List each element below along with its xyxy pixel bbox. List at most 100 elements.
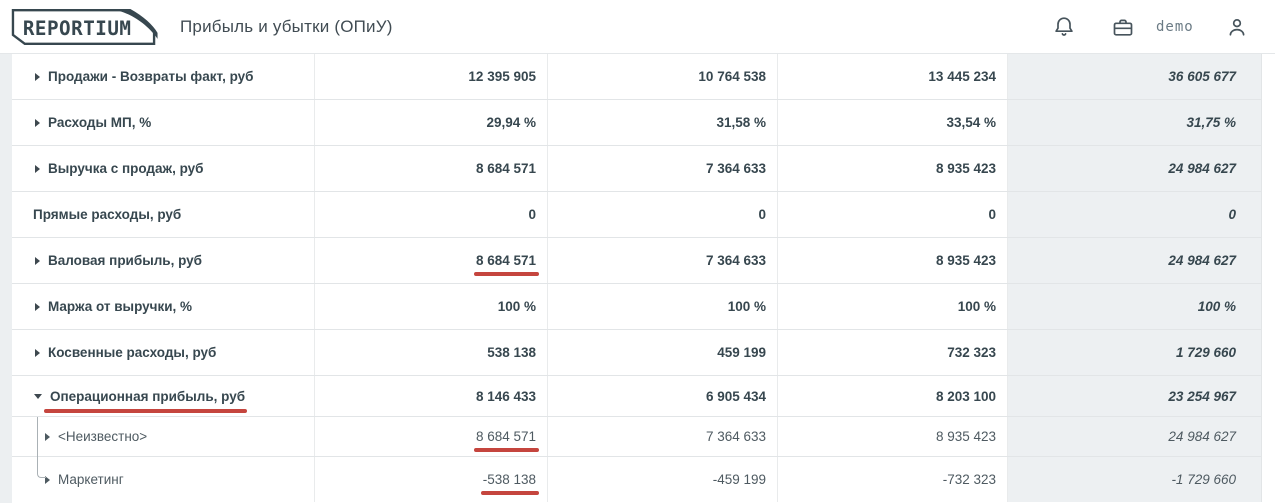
value-cell: 100 % bbox=[548, 284, 778, 329]
row-label: Маркетинг bbox=[58, 472, 124, 487]
row-label: Прямые расходы, руб bbox=[33, 207, 182, 222]
total-cell: 23 254 967 bbox=[1008, 376, 1262, 416]
table-row: Операционная прибыль, руб 8 146 433 6 905 … bbox=[12, 376, 1262, 417]
left-gutter bbox=[0, 54, 12, 503]
reportium-logo[interactable]: REPORTIUM bbox=[10, 7, 160, 47]
cell-value: 100 % bbox=[727, 299, 766, 314]
row-label-cell[interactable]: Прямые расходы, руб bbox=[12, 192, 315, 237]
expand-arrow-icon[interactable] bbox=[35, 118, 40, 127]
cell-value: 732 323 bbox=[947, 345, 996, 360]
total-cell: 1 729 660 bbox=[1008, 330, 1262, 375]
expand-arrow-icon[interactable] bbox=[45, 475, 50, 484]
row-label: <Неизвестно> bbox=[58, 429, 148, 444]
value-cell: 0 bbox=[778, 192, 1008, 237]
row-label-cell[interactable]: Выручка с продаж, руб bbox=[12, 146, 315, 191]
briefcase-icon[interactable] bbox=[1111, 16, 1135, 40]
row-label-cell[interactable]: Операционная прибыль, руб bbox=[12, 376, 315, 416]
value-cell: 31,58 % bbox=[548, 100, 778, 145]
total-value: 100 % bbox=[1197, 299, 1236, 314]
user-profile-icon[interactable] bbox=[1225, 15, 1249, 39]
value-cell: 29,94 % bbox=[315, 100, 548, 145]
notifications-bell-icon[interactable] bbox=[1052, 15, 1076, 39]
table-row: <Неизвестно> 8 684 571 7 364 633 8 935 423 2… bbox=[12, 417, 1262, 457]
tree-connector-icon bbox=[37, 417, 38, 457]
tree-connector-icon bbox=[37, 456, 46, 478]
total-value: 1 729 660 bbox=[1175, 345, 1236, 360]
value-cell: 8 684 571 bbox=[315, 146, 548, 191]
expand-arrow-icon[interactable] bbox=[35, 302, 40, 311]
value-cell: 8 935 423 bbox=[778, 146, 1008, 191]
row-label-cell[interactable]: Валовая прибыль, руб bbox=[12, 238, 315, 283]
row-label-cell[interactable]: Косвенные расходы, руб bbox=[12, 330, 315, 375]
total-cell: -1 729 660 bbox=[1008, 457, 1262, 502]
cell-value: 100 % bbox=[497, 299, 536, 314]
cell-value: 8 203 100 bbox=[935, 388, 996, 404]
total-cell: 0 bbox=[1008, 192, 1262, 237]
table-row: Косвенные расходы, руб 538 138 459 199 732 … bbox=[12, 330, 1262, 376]
expand-arrow-icon[interactable] bbox=[35, 72, 40, 81]
value-cell: 8 203 100 bbox=[778, 376, 1008, 416]
table-row: Валовая прибыль, руб 8 684 571 7 364 633 8 … bbox=[12, 238, 1262, 284]
cell-value: 7 364 633 bbox=[705, 253, 766, 268]
value-cell: -538 138 bbox=[315, 457, 548, 502]
value-cell: 8 935 423 bbox=[778, 238, 1008, 283]
value-cell: 12 395 905 bbox=[315, 54, 548, 99]
value-cell: 33,54 % bbox=[778, 100, 1008, 145]
row-label-cell[interactable]: Маржа от выручки, % bbox=[12, 284, 315, 329]
total-value: 36 605 677 bbox=[1168, 69, 1236, 84]
expand-arrow-icon[interactable] bbox=[35, 256, 40, 265]
cell-value: -732 323 bbox=[942, 472, 996, 487]
value-cell: 0 bbox=[315, 192, 548, 237]
row-label: Маржа от выручки, % bbox=[48, 299, 193, 314]
cell-value: 0 bbox=[758, 207, 766, 222]
value-cell: 8 146 433 bbox=[315, 376, 548, 416]
cell-value: -459 199 bbox=[712, 472, 766, 487]
row-label: Продажи - Возвраты факт, руб bbox=[48, 69, 254, 84]
total-cell: 36 605 677 bbox=[1008, 54, 1262, 99]
cell-value: 8 684 571 bbox=[473, 253, 540, 276]
row-label-cell[interactable]: Расходы МП, % bbox=[12, 100, 315, 145]
table-row: Маржа от выручки, % 100 % 100 % 100 % 100 % bbox=[12, 284, 1262, 330]
table-row: Продажи - Возвраты факт, руб 12 395 905 10… bbox=[12, 54, 1262, 100]
value-cell: 8 684 571 bbox=[315, 238, 548, 283]
cell-value: 8 935 423 bbox=[935, 253, 996, 268]
value-cell: 100 % bbox=[315, 284, 548, 329]
value-cell: -459 199 bbox=[548, 457, 778, 502]
total-cell: 24 984 627 bbox=[1008, 146, 1262, 191]
cell-value: 8 146 433 bbox=[475, 388, 536, 404]
total-cell: 31,75 % bbox=[1008, 100, 1262, 145]
total-value: 24 984 627 bbox=[1168, 161, 1236, 176]
row-label-cell[interactable]: <Неизвестно> bbox=[12, 417, 315, 457]
workspace-name[interactable]: demo bbox=[1156, 19, 1194, 35]
value-cell: 538 138 bbox=[315, 330, 548, 375]
cell-value: 31,58 % bbox=[716, 115, 766, 130]
row-label: Выручка с продаж, руб bbox=[48, 161, 204, 176]
cell-value: 13 445 234 bbox=[928, 69, 996, 84]
cell-value: 8 935 423 bbox=[935, 429, 996, 444]
total-value: 24 984 627 bbox=[1168, 429, 1236, 444]
row-label-cell[interactable]: Маркетинг bbox=[12, 456, 315, 502]
row-label-cell[interactable]: Продажи - Возвраты факт, руб bbox=[12, 54, 315, 99]
expand-arrow-icon[interactable] bbox=[35, 164, 40, 173]
row-label: Валовая прибыль, руб bbox=[48, 253, 203, 268]
value-cell: -732 323 bbox=[778, 457, 1008, 502]
total-value: -1 729 660 bbox=[1171, 472, 1236, 487]
cell-value: 538 138 bbox=[487, 345, 536, 360]
cell-value: 8 935 423 bbox=[935, 161, 996, 176]
value-cell: 8 935 423 bbox=[778, 417, 1008, 456]
value-cell: 8 684 571 bbox=[315, 417, 548, 456]
row-label: Операционная прибыль, руб bbox=[43, 388, 248, 413]
cell-value: 459 199 bbox=[717, 345, 766, 360]
expand-arrow-icon[interactable] bbox=[45, 432, 50, 441]
cell-value: -538 138 bbox=[480, 472, 540, 495]
value-cell: 459 199 bbox=[548, 330, 778, 375]
total-cell: 24 984 627 bbox=[1008, 238, 1262, 283]
expand-arrow-icon[interactable] bbox=[35, 348, 40, 357]
collapse-arrow-icon[interactable] bbox=[34, 393, 42, 399]
table-row: Выручка с продаж, руб 8 684 571 7 364 633 8… bbox=[12, 146, 1262, 192]
row-label: Расходы МП, % bbox=[48, 115, 152, 130]
value-cell: 10 764 538 bbox=[548, 54, 778, 99]
pnl-table: Продажи - Возвраты факт, руб 12 395 905 10… bbox=[12, 54, 1262, 503]
value-cell: 732 323 bbox=[778, 330, 1008, 375]
total-value: 24 984 627 bbox=[1168, 253, 1236, 268]
